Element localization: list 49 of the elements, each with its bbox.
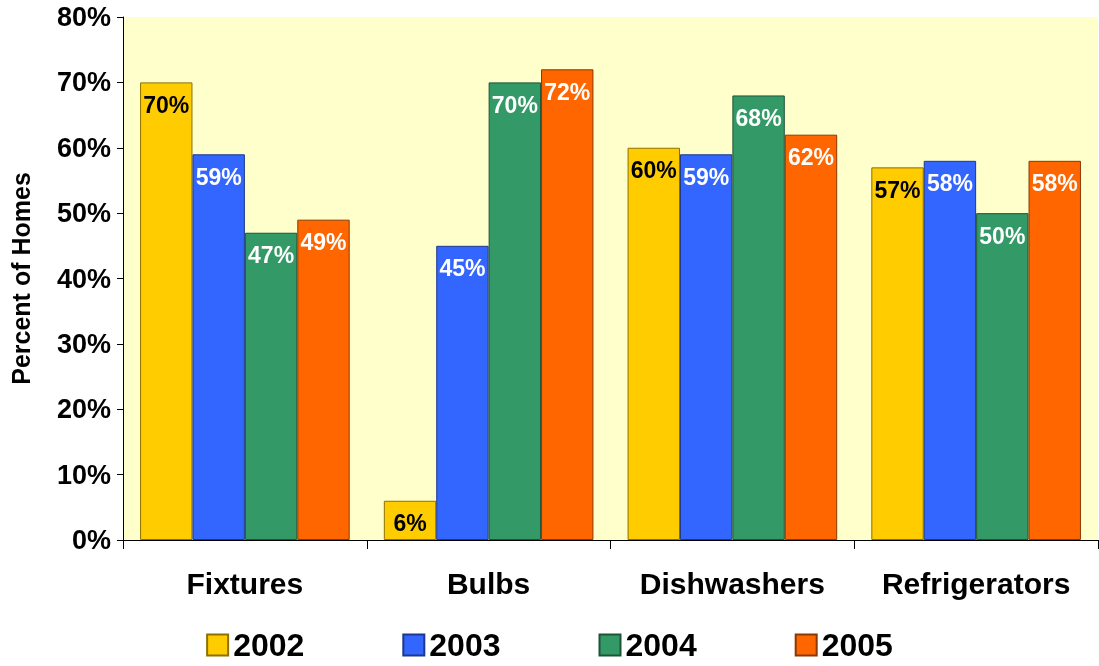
bar xyxy=(871,167,924,540)
bar xyxy=(1028,160,1081,540)
legend-label: 2002 xyxy=(233,627,305,663)
bar xyxy=(976,213,1029,540)
legend-label: 2004 xyxy=(625,627,697,663)
y-tick-label: 60% xyxy=(56,132,111,163)
y-tick-label: 80% xyxy=(56,2,111,32)
bar xyxy=(436,245,489,540)
data-label: 58% xyxy=(926,170,973,197)
y-tick-label: 40% xyxy=(56,263,111,294)
data-label: 59% xyxy=(683,163,730,190)
y-tick-label: 50% xyxy=(56,198,111,229)
data-label: 60% xyxy=(630,157,677,184)
legend-label: 2003 xyxy=(429,627,501,663)
bar xyxy=(627,147,680,540)
data-label: 59% xyxy=(195,163,242,190)
data-label: 58% xyxy=(1031,170,1078,197)
legend-label: 2005 xyxy=(821,627,893,663)
y-tick-label: 20% xyxy=(56,394,111,425)
data-label: 70% xyxy=(143,91,190,118)
data-label: 50% xyxy=(979,222,1026,249)
bar xyxy=(923,160,977,540)
data-label: 68% xyxy=(735,104,782,131)
y-axis-title: Percent of Homes xyxy=(6,172,35,385)
y-tick-label: 70% xyxy=(56,67,111,98)
x-tick-label: Fixtures xyxy=(186,566,304,600)
data-label: 70% xyxy=(491,91,538,118)
bar xyxy=(732,95,785,540)
data-label: 47% xyxy=(248,242,295,269)
y-tick-label: 0% xyxy=(71,525,111,555)
x-tick-label: Bulbs xyxy=(446,566,531,600)
data-label: 57% xyxy=(874,176,921,203)
bar xyxy=(140,82,193,540)
y-tick-label: 30% xyxy=(56,328,111,359)
bar xyxy=(244,232,298,540)
data-label: 72% xyxy=(544,78,591,105)
x-tick-label: Refrigerators xyxy=(881,566,1071,600)
bar xyxy=(679,154,733,540)
data-label: 45% xyxy=(439,255,486,282)
bar xyxy=(541,69,594,540)
bar xyxy=(784,134,838,540)
data-label: 6% xyxy=(393,510,427,537)
bar xyxy=(192,154,245,540)
data-label: 49% xyxy=(300,229,347,256)
bar xyxy=(488,82,542,540)
data-label: 62% xyxy=(787,144,835,171)
y-tick-label: 10% xyxy=(56,459,111,490)
bar xyxy=(297,219,350,540)
x-tick-label: Dishwashers xyxy=(639,566,825,600)
